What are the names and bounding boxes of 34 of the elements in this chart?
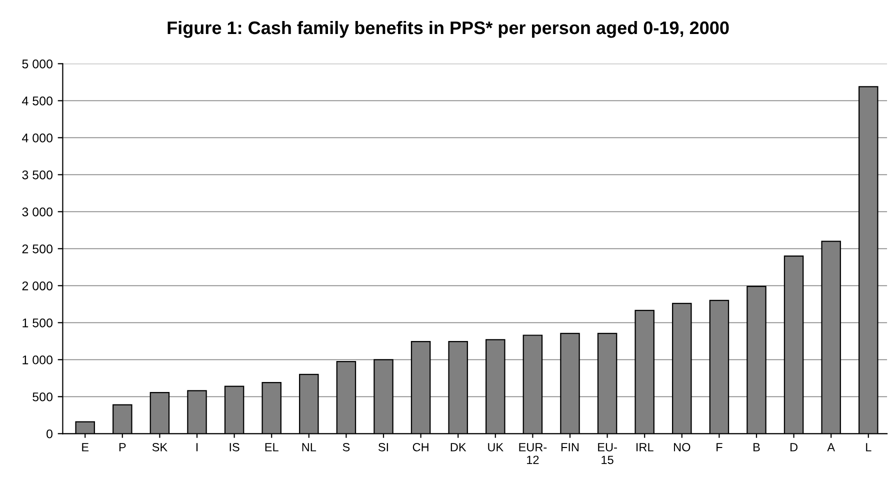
x-tick-label: E: [82, 443, 89, 452]
x-tick-label: L: [866, 443, 872, 452]
x-tick-label: UK: [488, 443, 504, 452]
y-tick-label: 5 000: [22, 60, 53, 68]
y-tick-label: 4 000: [22, 133, 53, 142]
chart-title: Figure 1: Cash family benefits in PPS* per person aged 0-19, 2000: [168, 20, 729, 38]
x-tick-label: IS: [230, 442, 240, 452]
x-tick-label: S: [342, 442, 350, 452]
x-tick-label: I: [196, 443, 198, 452]
x-tick-label: F: [716, 443, 722, 452]
y-tick-label: 3 000: [22, 207, 53, 216]
x-tick-label: CH: [412, 442, 428, 452]
y-tick-label: 0: [46, 429, 53, 438]
x-tick-label: EUR- 12: [519, 443, 547, 464]
x-tick-label: A: [827, 443, 836, 452]
x-tick-label: IRL: [636, 443, 654, 452]
y-tick-label: 1 500: [22, 318, 53, 328]
y-tick-label: 2 500: [22, 244, 53, 254]
y-tick-label: 2 000: [22, 281, 53, 290]
y-tick-label: 4 500: [22, 96, 53, 106]
x-tick-label: SI: [378, 442, 388, 452]
x-tick-label: EU- 15: [598, 443, 617, 464]
x-tick-label: NL: [302, 443, 316, 452]
x-tick-label: DK: [450, 443, 466, 452]
x-tick-label: B: [754, 443, 760, 452]
x-tick-label: FIN: [561, 443, 579, 452]
x-tick-label: EL: [265, 443, 278, 452]
x-tick-label: P: [119, 443, 126, 452]
y-tick-label: 1 000: [22, 355, 53, 364]
x-tick-label: D: [790, 443, 798, 452]
x-tick-label: SK: [152, 442, 168, 452]
y-tick-label: 3 500: [22, 170, 53, 180]
x-tick-label: NO: [674, 442, 690, 452]
y-tick-label: 500: [32, 392, 53, 402]
